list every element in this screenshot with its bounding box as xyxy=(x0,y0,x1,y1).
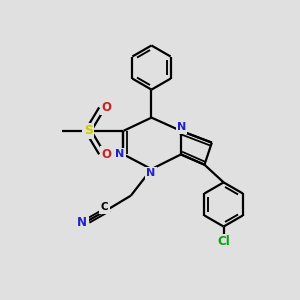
Text: N: N xyxy=(146,168,155,178)
Text: C: C xyxy=(100,202,108,212)
Text: S: S xyxy=(84,124,93,137)
Text: N: N xyxy=(115,149,124,159)
Text: N: N xyxy=(177,122,186,132)
Text: N: N xyxy=(77,216,87,229)
Text: O: O xyxy=(102,101,112,114)
Text: Cl: Cl xyxy=(217,236,230,248)
Text: O: O xyxy=(102,148,112,161)
